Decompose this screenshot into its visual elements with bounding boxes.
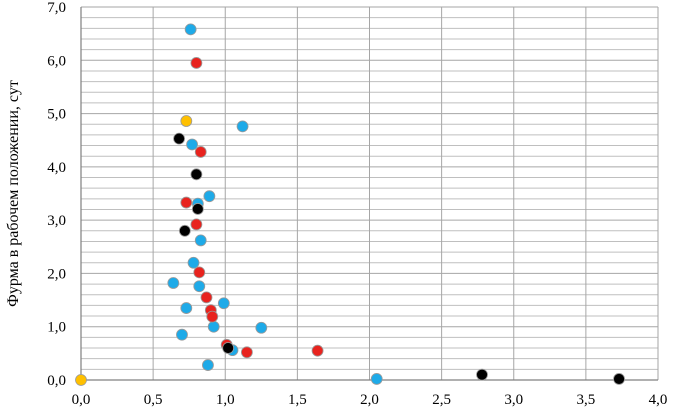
- data-point: [186, 138, 198, 151]
- data-point: [202, 359, 214, 371]
- data-point: [255, 321, 268, 334]
- data-point: [613, 373, 625, 385]
- data-point: [207, 320, 220, 333]
- data-point: [190, 168, 203, 181]
- y-tick-label: 5,0: [47, 107, 66, 123]
- data-point: [194, 234, 207, 247]
- data-point: [176, 328, 188, 341]
- data-point: [180, 196, 193, 209]
- x-tick-label: 1,5: [288, 392, 307, 408]
- data-point: [203, 190, 216, 203]
- axes: [80, 7, 658, 381]
- x-tick-label: 3,0: [504, 392, 523, 408]
- data-point: [178, 224, 191, 237]
- tick-labels: 0,0 0,5 1,0 1,5 2,0 2,5 3,0 3,5 4,0 0,0 1,0 2,0 3,0 4…: [47, 0, 667, 408]
- data-point: [206, 310, 219, 323]
- data-point: [180, 115, 193, 127]
- data-point: [190, 57, 203, 69]
- x-tick-label: 0,0: [72, 392, 91, 408]
- data-point: [311, 344, 324, 357]
- data-point: [193, 266, 206, 279]
- x-tick-label: 2,5: [432, 392, 451, 408]
- data-point: [167, 277, 180, 289]
- data-point: [370, 373, 383, 385]
- data-point: [200, 291, 213, 304]
- x-tick-label: 0,5: [144, 392, 163, 408]
- data-point: [240, 346, 253, 359]
- x-tick-label: 4,0: [649, 392, 668, 408]
- y-tick-label: 3,0: [47, 213, 66, 229]
- data-point: [184, 23, 197, 36]
- y-tick-label: 1,0: [47, 320, 66, 336]
- data-point: [236, 120, 249, 133]
- x-tick-label: 1,0: [216, 392, 235, 408]
- x-tick-label: 3,5: [577, 392, 596, 408]
- data-point: [217, 297, 230, 310]
- data-point: [193, 280, 206, 293]
- data-point: [191, 203, 204, 215]
- data-point: [194, 146, 207, 158]
- data-point: [190, 218, 203, 231]
- y-tick-label: 6,0: [47, 53, 66, 69]
- data-point: [222, 342, 235, 354]
- grid-lines: [80, 6, 659, 381]
- y-tick-label: 7,0: [47, 0, 66, 16]
- data-point: [75, 374, 87, 386]
- y-tick-label: 0,0: [47, 373, 66, 389]
- data-point: [187, 256, 200, 269]
- y-tick-label: 2,0: [47, 266, 66, 282]
- data-point: [173, 132, 185, 145]
- data-points: [75, 23, 625, 386]
- y-tick-label: 4,0: [47, 160, 66, 176]
- data-point: [476, 368, 488, 381]
- x-tick-label: 2,0: [360, 392, 379, 408]
- data-point: [180, 302, 193, 314]
- y-axis-title: Фурма в рабочем положении, сут: [5, 80, 22, 307]
